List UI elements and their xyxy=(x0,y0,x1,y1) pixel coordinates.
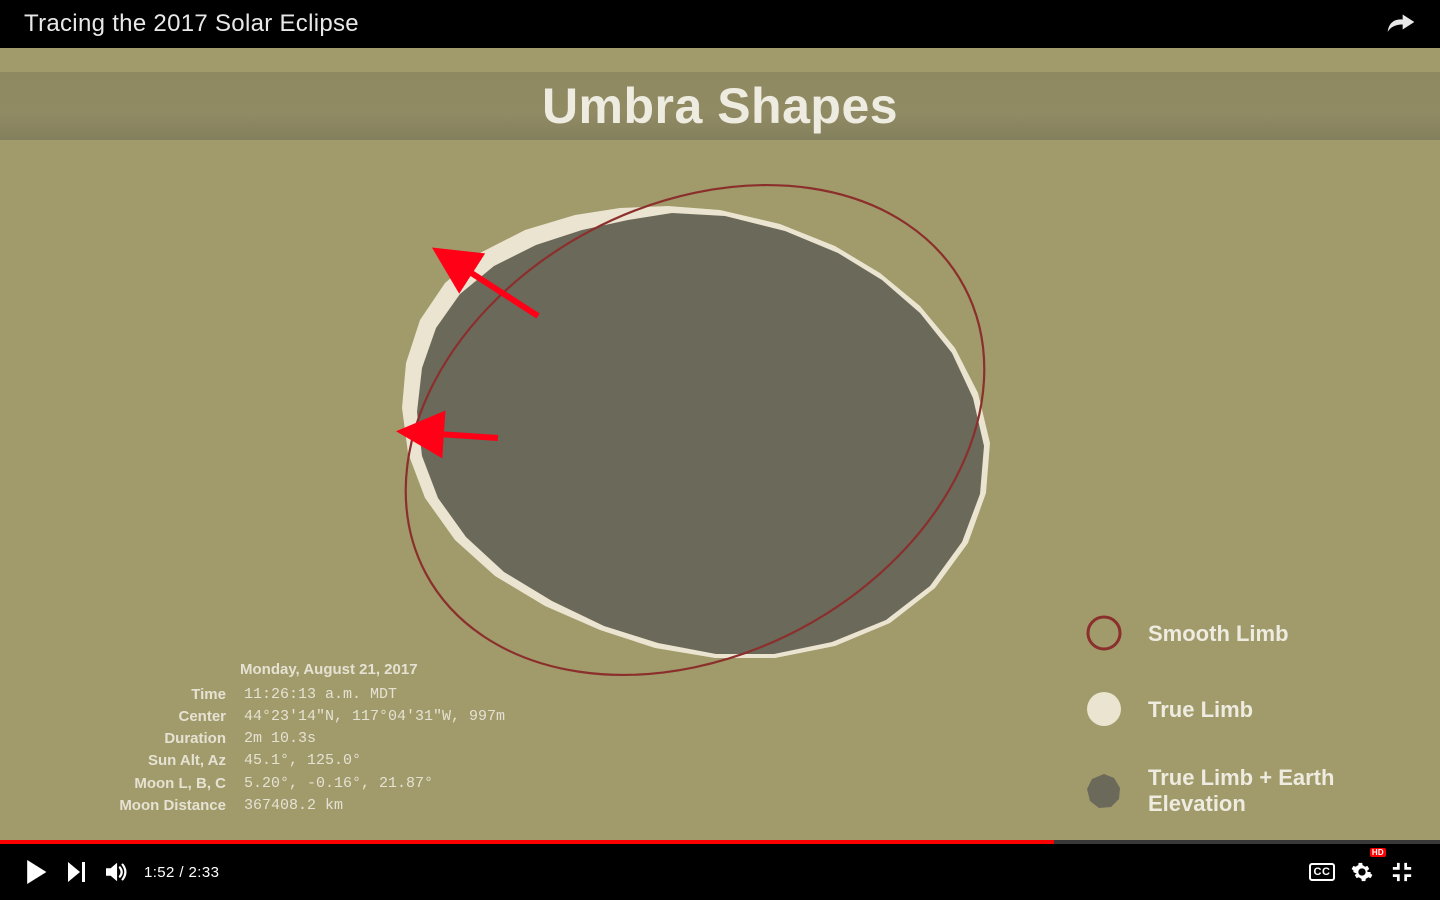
gear-icon xyxy=(1351,861,1373,883)
info-row: Moon Distance367408.2 km xyxy=(78,796,505,816)
info-value: 367408.2 km xyxy=(244,796,505,816)
info-table: Time11:26:13 a.m. MDTCenter44°23'14"N, 1… xyxy=(76,683,507,819)
play-button[interactable] xyxy=(18,852,58,892)
video-title[interactable]: Tracing the 2017 Solar Eclipse xyxy=(24,10,359,38)
legend-label: True Limb xyxy=(1148,697,1253,722)
next-button[interactable] xyxy=(58,852,98,892)
info-row: Time11:26:13 a.m. MDT xyxy=(78,685,505,705)
cc-icon: CC xyxy=(1309,863,1336,881)
player-controls: 1:52 / 2:33 CC HD xyxy=(0,840,1440,900)
legend-item-true: True Limb xyxy=(1084,689,1368,729)
exit-fullscreen-button[interactable] xyxy=(1382,852,1422,892)
info-row: Center44°23'14"N, 117°04'31"W, 997m xyxy=(78,707,505,727)
info-label: Moon L, B, C xyxy=(78,774,242,794)
info-label: Time xyxy=(78,685,242,705)
info-panel: Monday, August 21, 2017 Time11:26:13 a.m… xyxy=(76,660,507,818)
settings-button[interactable]: HD xyxy=(1342,852,1382,892)
info-label: Sun Alt, Az xyxy=(78,751,242,771)
video-topbar: Tracing the 2017 Solar Eclipse xyxy=(0,0,1440,48)
legend-item-smooth: Smooth Limb xyxy=(1084,613,1368,653)
legend-swatch-true xyxy=(1084,689,1124,729)
info-header: Monday, August 21, 2017 xyxy=(240,660,507,680)
legend-label: True Limb + Earth Elevation xyxy=(1148,765,1368,816)
time-sep: / xyxy=(179,864,188,881)
video-content: Umbra Shapes Monday, August 21, 2017 Tim… xyxy=(0,48,1440,840)
legend-item-elev: True Limb + Earth Elevation xyxy=(1084,765,1368,816)
info-label: Center xyxy=(78,707,242,727)
info-row: Moon L, B, C5.20°, -0.16°, 21.87° xyxy=(78,774,505,794)
total-time: 2:33 xyxy=(189,864,220,881)
info-value: 11:26:13 a.m. MDT xyxy=(244,685,505,705)
legend-label: Smooth Limb xyxy=(1148,621,1289,646)
legend: Smooth Limb True Limb True Limb + Earth El… xyxy=(1084,613,1368,816)
info-value: 44°23'14"N, 117°04'31"W, 997m xyxy=(244,707,505,727)
time-display: 1:52 / 2:33 xyxy=(144,864,219,881)
info-value: 5.20°, -0.16°, 21.87° xyxy=(244,774,505,794)
current-time: 1:52 xyxy=(144,864,175,881)
hd-badge: HD xyxy=(1370,848,1386,857)
exit-fullscreen-icon xyxy=(1391,861,1413,883)
info-value: 2m 10.3s xyxy=(244,729,505,749)
info-label: Duration xyxy=(78,729,242,749)
legend-swatch-smooth xyxy=(1084,613,1124,653)
legend-swatch-elev xyxy=(1084,771,1124,811)
info-value: 45.1°, 125.0° xyxy=(244,751,505,771)
volume-button[interactable] xyxy=(98,852,138,892)
share-icon[interactable] xyxy=(1386,10,1416,39)
captions-button[interactable]: CC xyxy=(1302,852,1342,892)
info-row: Duration2m 10.3s xyxy=(78,729,505,749)
info-row: Sun Alt, Az45.1°, 125.0° xyxy=(78,751,505,771)
video-player: Tracing the 2017 Solar Eclipse Umbra Sha… xyxy=(0,0,1440,900)
info-label: Moon Distance xyxy=(78,796,242,816)
controls-row: 1:52 / 2:33 CC HD xyxy=(0,844,1440,900)
